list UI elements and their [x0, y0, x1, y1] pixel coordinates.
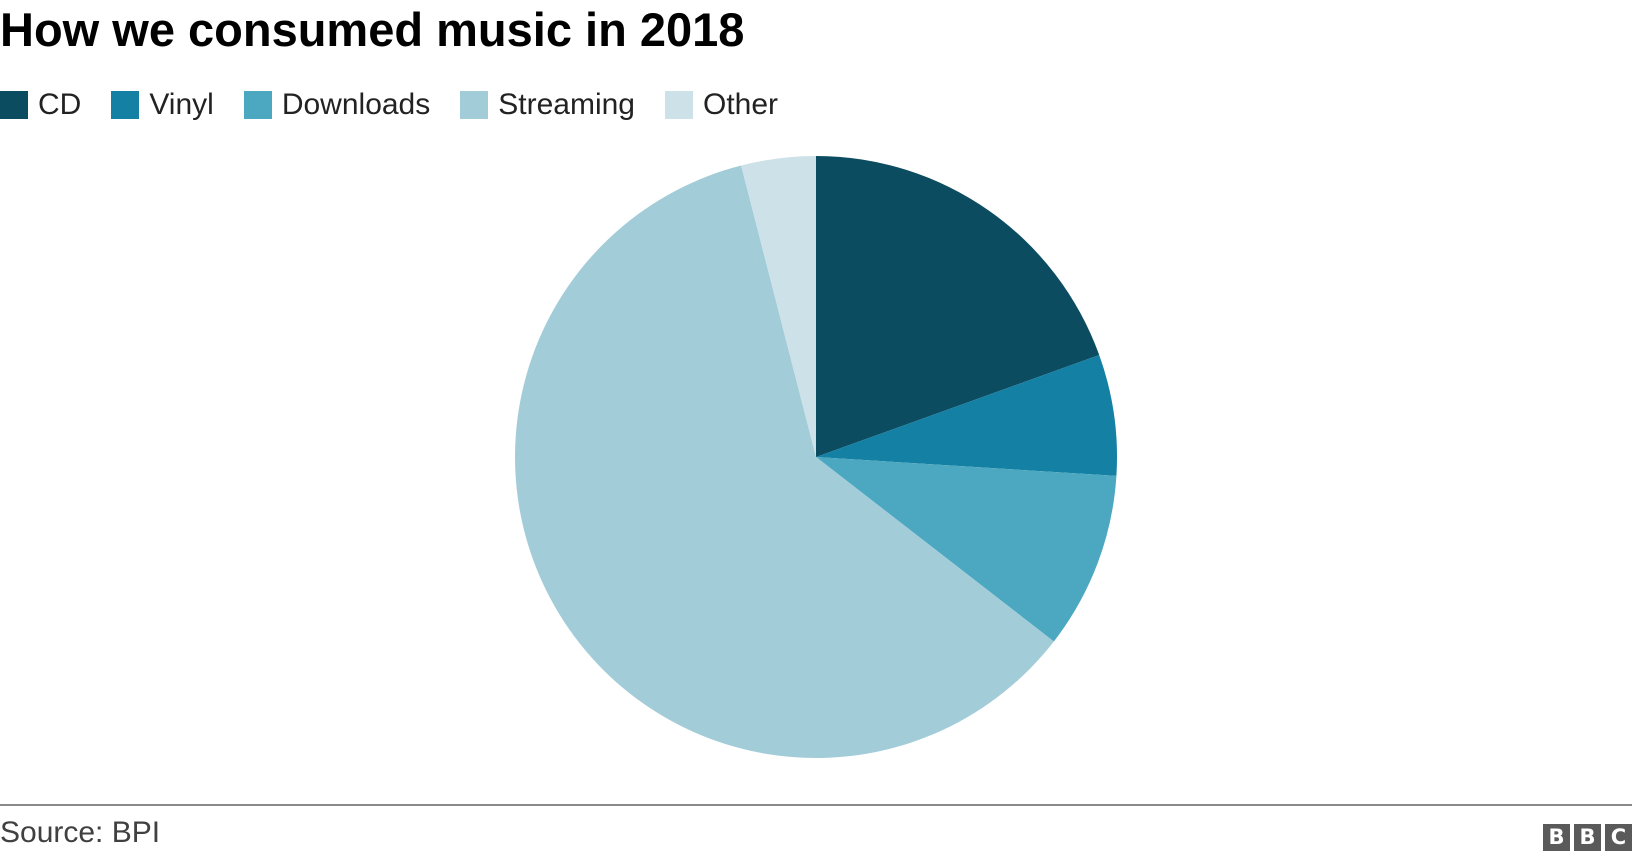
legend-label: CD — [38, 88, 82, 121]
legend-swatch — [111, 91, 140, 119]
bbc-logo-block: C — [1605, 824, 1632, 851]
legend-item-vinyl: Vinyl — [111, 88, 214, 122]
legend-swatch — [664, 91, 693, 119]
legend-label: Downloads — [281, 88, 431, 121]
legend-item-downloads: Downloads — [243, 88, 431, 122]
bbc-logo: B B C — [1539, 824, 1632, 851]
legend-item-other: Other — [664, 88, 779, 122]
legend-label: Vinyl — [149, 88, 214, 121]
pie-slice-downloads — [816, 457, 1117, 642]
pie-slice-other — [741, 156, 816, 457]
pie-slice-vinyl — [816, 355, 1118, 476]
bbc-logo-block: B — [1574, 824, 1601, 851]
pie-slice-cd — [816, 156, 1100, 457]
legend-label: Streaming — [498, 88, 635, 121]
footer-divider — [0, 804, 1632, 806]
chart-legend: CD Vinyl Downloads Streaming Other — [0, 88, 808, 122]
legend-swatch — [460, 91, 489, 119]
pie-slice-streaming — [515, 165, 1054, 759]
chart-title: How we consumed music in 2018 — [0, 3, 745, 56]
legend-item-streaming: Streaming — [460, 88, 635, 122]
legend-label: Other — [702, 88, 779, 121]
bbc-logo-block: B — [1543, 824, 1570, 851]
legend-item-cd: CD — [0, 88, 81, 122]
legend-swatch — [243, 91, 272, 119]
source-note: Source: BPI — [0, 816, 161, 849]
legend-swatch — [0, 91, 28, 119]
pie-slices — [515, 156, 1118, 759]
